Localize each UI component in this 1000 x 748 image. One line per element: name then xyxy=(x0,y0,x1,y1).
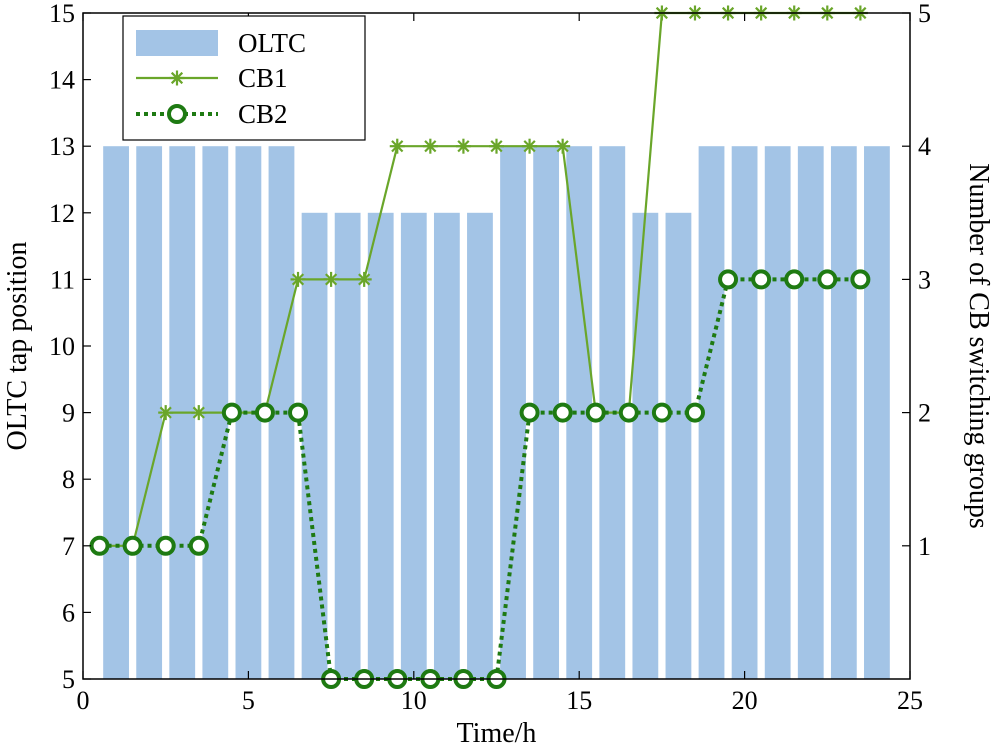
oltc-bar xyxy=(400,212,427,680)
cb1-marker-stroke xyxy=(490,140,503,153)
y-left-tick-label: 14 xyxy=(49,66,75,95)
y-left-tick-label: 5 xyxy=(62,665,75,694)
x-axis-label: Time/h xyxy=(457,718,537,748)
cb2-point xyxy=(618,402,639,423)
cb1-marker-stroke xyxy=(192,406,205,419)
cb2-point xyxy=(89,535,110,556)
oltc-bar xyxy=(103,146,129,679)
y-left-tick-label: 11 xyxy=(50,265,75,294)
legend-label-cb1: CB1 xyxy=(238,63,288,93)
y-left-tick-label: 12 xyxy=(49,199,75,228)
y-axis-left-label: OLTC tap position xyxy=(2,242,33,451)
oltc-bar xyxy=(764,146,791,679)
oltc-bar xyxy=(301,212,328,680)
cb2-point xyxy=(288,402,309,423)
oltc-bar xyxy=(632,212,659,680)
cb1-point xyxy=(356,271,372,287)
oltc-bar xyxy=(864,146,890,679)
y-axis-right-label: Number of CB switching groups xyxy=(963,163,994,529)
x-tick-label: 20 xyxy=(732,686,758,715)
y-right-tick-label: 5 xyxy=(918,0,931,28)
cb2-point xyxy=(751,269,772,290)
cb1-point xyxy=(191,405,207,421)
y-left-tick-label: 9 xyxy=(62,399,75,428)
legend-label-cb2: CB2 xyxy=(238,99,288,129)
cb2-point xyxy=(155,535,176,556)
y-right-tick-label: 2 xyxy=(918,399,931,428)
cb1-point xyxy=(389,138,405,154)
y-right-tick-label: 4 xyxy=(918,132,931,161)
oltc-bar xyxy=(731,146,758,679)
y-right-tick-label: 3 xyxy=(918,265,931,294)
y-left-tick-label: 7 xyxy=(62,532,75,561)
cb2-point xyxy=(254,402,275,423)
cb2-point xyxy=(817,269,838,290)
cb1-marker-stroke xyxy=(424,140,437,153)
x-tick-label: 5 xyxy=(242,686,255,715)
cb2-point xyxy=(651,402,672,423)
cb1-marker-stroke xyxy=(170,71,184,85)
cb2-point xyxy=(718,269,739,290)
cb2-point xyxy=(552,402,573,423)
oltc-bar xyxy=(334,212,361,680)
cb1-point xyxy=(522,138,538,154)
cb1-point xyxy=(158,405,174,421)
cb2-point xyxy=(585,402,606,423)
y-left-tick-label: 15 xyxy=(49,0,75,28)
y-right-tick-label: 1 xyxy=(918,532,931,561)
oltc-bar xyxy=(433,212,460,680)
oltc-bar xyxy=(367,212,394,680)
y-left-tick-label: 10 xyxy=(49,332,75,361)
cb2-point xyxy=(850,269,871,290)
oltc-bar xyxy=(136,146,163,679)
cb2-point xyxy=(188,535,209,556)
y-left-tick-label: 13 xyxy=(49,132,75,161)
oltc-bar xyxy=(467,212,493,680)
cb1-marker-stroke xyxy=(556,140,569,153)
cb1-marker-stroke xyxy=(159,406,172,419)
oltc-bar xyxy=(665,212,692,680)
cb2-point xyxy=(684,402,705,423)
x-tick-label: 10 xyxy=(401,686,427,715)
legend-swatch-cb1-marker xyxy=(169,70,185,86)
cb2-point xyxy=(221,402,242,423)
cb2-point xyxy=(784,269,805,290)
x-tick-label: 25 xyxy=(897,686,923,715)
cb1-point xyxy=(555,138,571,154)
cb1-point xyxy=(422,138,438,154)
x-tick-label: 0 xyxy=(77,686,90,715)
legend-swatch-oltc xyxy=(136,30,218,56)
cb1-marker-stroke xyxy=(358,273,371,286)
cb1-marker-stroke xyxy=(457,140,470,153)
cb2-series xyxy=(89,269,871,689)
legend: OLTC CB1 CB2 xyxy=(122,15,366,141)
cb1-marker-stroke xyxy=(523,140,536,153)
x-tick-label: 15 xyxy=(566,686,592,715)
oltc-bar xyxy=(797,146,824,679)
legend-label-oltc: OLTC xyxy=(238,28,306,58)
cb1-point xyxy=(455,138,471,154)
cb1-point xyxy=(489,138,504,154)
legend-swatch-cb2-marker xyxy=(167,104,187,124)
oltc-bar xyxy=(830,146,857,679)
cb1-marker-stroke xyxy=(391,140,404,153)
cb1-point xyxy=(323,271,339,287)
cb1-point xyxy=(290,271,306,287)
cb1-marker-stroke xyxy=(291,273,305,286)
y-left-tick-label: 6 xyxy=(62,598,75,627)
cb1-marker-stroke xyxy=(325,273,338,286)
y-left-tick-label: 8 xyxy=(62,465,75,494)
cb2-point xyxy=(122,535,143,556)
cb2-point xyxy=(519,402,540,423)
